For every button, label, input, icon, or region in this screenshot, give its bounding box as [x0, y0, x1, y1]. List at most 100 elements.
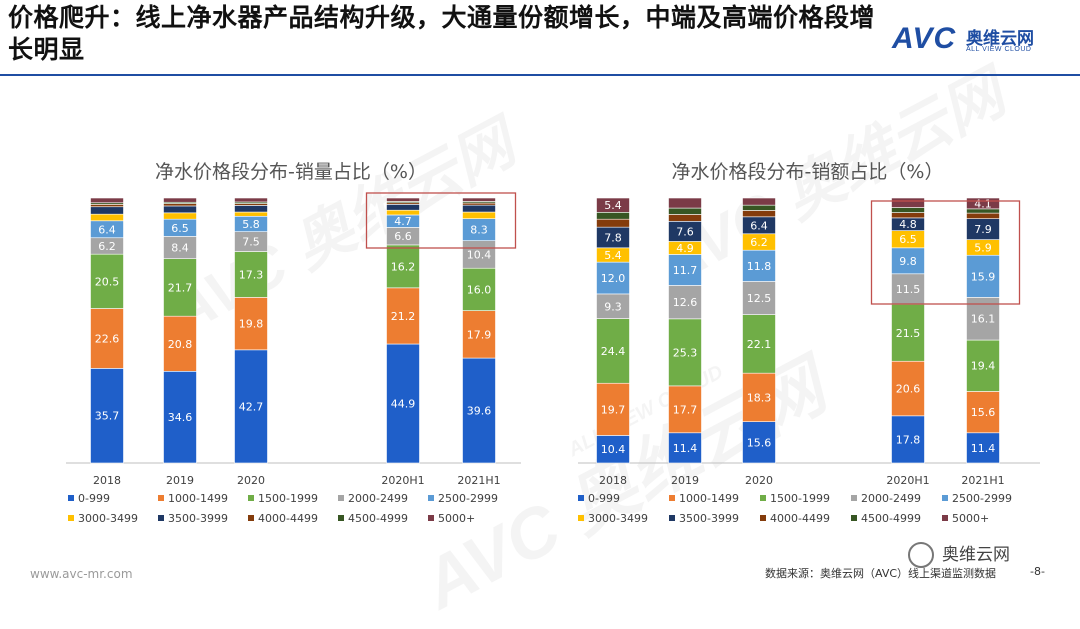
legend-label-4500-4999: 4500-4999	[348, 512, 408, 525]
bar-segment-5000plus-2021h1	[966, 197, 1000, 210]
data-label: 4.7	[394, 215, 412, 228]
bar-segment-0-999-2021h1	[462, 357, 496, 464]
data-label: 7.8	[604, 231, 622, 244]
legend-swatch-4000-4499	[760, 515, 766, 521]
wechat-icon	[908, 542, 934, 568]
legend-label-0-999: 0-999	[588, 492, 620, 505]
data-label: 11.4	[971, 442, 996, 455]
highlight-box	[870, 200, 1021, 305]
legend-label-2000-2499: 2000-2499	[348, 492, 408, 505]
bar-segment-1000-1499-2021h1	[462, 310, 496, 359]
logo-en: ALL VIEW CLOUD	[966, 46, 1032, 53]
legend-label-5000plus: 5000+	[952, 512, 989, 525]
legend-label-2500-2999: 2500-2999	[438, 492, 498, 505]
bar-segment-2000-2499-2020h1	[891, 273, 925, 305]
data-label: 16.0	[467, 283, 492, 296]
bar-segment-1500-1999-2019	[163, 258, 197, 317]
data-label: 6.2	[98, 240, 116, 253]
data-label: 7.5	[242, 236, 260, 249]
logo-text: AVC	[892, 22, 957, 55]
legend-swatch-5000plus	[428, 515, 434, 521]
x-tick-label: 2019	[671, 474, 699, 487]
legend-label-1000-1499: 1000-1499	[168, 492, 228, 505]
legend-swatch-0-999	[68, 495, 74, 501]
data-label: 19.4	[971, 360, 996, 373]
legend-swatch-0-999	[578, 495, 584, 501]
data-label: 12.6	[673, 296, 698, 309]
legend-swatch-4500-4999	[338, 515, 344, 521]
bar-segment-4000-4499-2021h1	[462, 202, 496, 206]
data-label: 22.6	[95, 332, 120, 345]
website-url[interactable]: www.avc-mr.com	[30, 567, 133, 581]
legend-label-2000-2499: 2000-2499	[861, 492, 921, 505]
data-label: 10.4	[601, 443, 626, 456]
data-label: 16.2	[391, 260, 416, 273]
data-label: 4.8	[899, 218, 917, 231]
bar-segment-3500-3999-2020	[234, 205, 268, 213]
bar-segment-0-999-2019	[668, 432, 702, 464]
bar-segment-2000-2499-2019	[668, 285, 702, 320]
data-label: 11.5	[896, 283, 921, 296]
bar-segment-5000plus-2019	[163, 197, 197, 203]
bar-segment-5000plus-2021h1	[462, 197, 496, 202]
data-label: 19.8	[239, 318, 264, 331]
legend-swatch-4000-4499	[248, 515, 254, 521]
data-label: 4.1	[974, 197, 992, 210]
bar-segment-3500-3999-2021h1	[462, 204, 496, 213]
bar-segment-3000-3499-2020	[234, 211, 268, 217]
data-label: 6.4	[98, 223, 116, 236]
legend-swatch-5000plus	[942, 515, 948, 521]
data-label: 8.3	[470, 224, 488, 237]
legend-label-3000-3499: 3000-3499	[588, 512, 648, 525]
legend-swatch-3500-3999	[158, 515, 164, 521]
data-label: 19.7	[601, 403, 626, 416]
data-label: 15.6	[747, 436, 772, 449]
bar-segment-3000-3499-2018	[90, 213, 124, 222]
data-label: 18.3	[747, 391, 772, 404]
bar-segment-0-999-2018	[90, 368, 124, 464]
bar-segment-5000plus-2020	[234, 197, 268, 203]
bar-segment-1500-1999-2020h1	[891, 303, 925, 362]
bar-segment-1000-1499-2020	[742, 372, 776, 422]
bar-segment-2500-2999-2020h1	[891, 247, 925, 275]
bar-segment-1000-1499-2018	[90, 308, 124, 369]
bar-segment-0-999-2018	[596, 435, 630, 464]
bar-segment-4000-4499-2018	[90, 204, 124, 208]
data-label: 5.9	[974, 241, 992, 254]
legend-swatch-2500-2999	[942, 495, 948, 501]
legend-label-1500-1999: 1500-1999	[770, 492, 830, 505]
bar-segment-3500-3999-2020h1	[386, 204, 420, 211]
x-tick-label: 2021H1	[961, 474, 1004, 487]
bar-segment-4000-4499-2019	[668, 214, 702, 222]
bar-segment-3500-3999-2019	[163, 205, 197, 214]
bar-segment-4000-4499-2020h1	[891, 212, 925, 219]
bar-segment-1500-1999-2018	[90, 253, 124, 309]
bar-segment-5000plus-2018	[596, 197, 630, 213]
legend-label-1500-1999: 1500-1999	[258, 492, 318, 505]
data-label: 39.6	[467, 405, 492, 418]
bar-segment-5000plus-2020	[742, 197, 776, 206]
x-tick-label: 2020	[745, 474, 773, 487]
data-label: 17.7	[673, 403, 698, 416]
data-label: 7.9	[974, 223, 992, 236]
data-label: 11.7	[673, 264, 698, 277]
data-label: 6.5	[899, 233, 917, 246]
legend-swatch-3500-3999	[669, 515, 675, 521]
header-rule	[0, 74, 1080, 76]
highlight-box	[365, 192, 517, 249]
legend-label-3500-3999: 3500-3999	[168, 512, 228, 525]
legend-swatch-2000-2499	[338, 495, 344, 501]
data-label: 6.2	[750, 236, 768, 249]
bar-segment-2500-2999-2019	[668, 254, 702, 286]
data-label: 5.8	[242, 218, 260, 231]
bar-segment-4000-4499-2018	[596, 218, 630, 228]
bar-segment-0-999-2019	[163, 371, 197, 464]
data-label: 10.4	[467, 248, 492, 261]
data-label: 42.7	[239, 400, 264, 413]
bar-segment-3000-3499-2020h1	[386, 209, 420, 216]
bar-segment-4500-4999-2020	[742, 204, 776, 211]
data-label: 6.4	[750, 219, 768, 232]
chart-volume-svg: 35.7 22.6 20.5 6.2 6.4 2018 34.6 20.8 21.7 8.4 6.5…	[66, 192, 521, 525]
data-label: 24.4	[601, 345, 626, 358]
bar-segment-2500-2999-2018	[596, 261, 630, 295]
